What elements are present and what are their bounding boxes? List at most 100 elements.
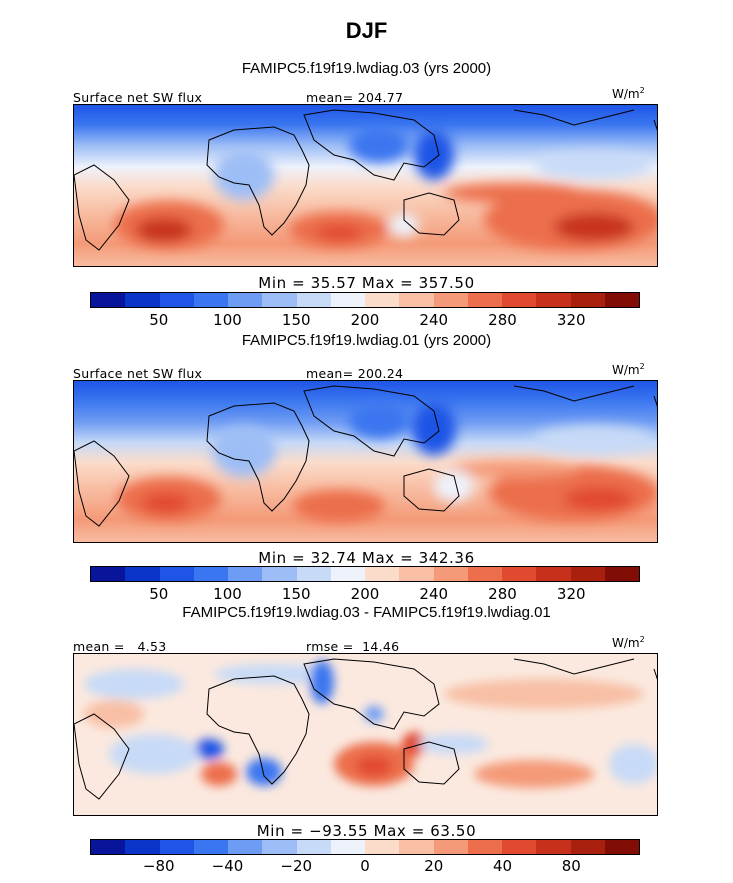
colorbar-segment (193, 293, 228, 307)
panel3-rmse-value: 14.46 (362, 639, 400, 654)
colorbar-segment (604, 840, 639, 854)
panel3-rmse-label: rmse = 14.46 (306, 639, 400, 654)
panel3-mean-value: 4.53 (137, 639, 167, 654)
panel1-map (73, 104, 658, 267)
panel3-mean-label: mean = 4.53 (73, 639, 167, 654)
colorbar-tick-label: 40 (492, 857, 513, 875)
colorbar-segment (604, 567, 639, 581)
colorbar-segment (399, 567, 434, 581)
panel3-units: W/m2 (612, 635, 645, 650)
colorbar-tick-label: 150 (281, 311, 311, 329)
panel1-mean-value: 204.77 (357, 90, 404, 105)
panel2-colorbar (90, 566, 640, 582)
colorbar-segment (536, 840, 571, 854)
colorbar-segment (91, 840, 126, 854)
colorbar-segment (467, 293, 502, 307)
panel3-minmax: Min = −93.55 Max = 63.50 (256, 822, 477, 840)
colorbar-segment (433, 293, 468, 307)
colorbar-segment (159, 293, 194, 307)
colorbar-segment (262, 840, 297, 854)
colorbar-segment (433, 567, 468, 581)
colorbar-tick-label: 20 (424, 857, 444, 875)
panel3-colorbar-ticks: −80 −40 −20 0 20 40 80 (90, 857, 640, 875)
colorbar-segment (467, 567, 502, 581)
colorbar-tick-label: 200 (350, 585, 380, 603)
colorbar-segment (193, 567, 228, 581)
colorbar-segment (91, 567, 126, 581)
panel2-variable-label: Surface net SW flux (73, 366, 203, 381)
colorbar-segment (330, 840, 365, 854)
panel1-units: W/m2 (612, 86, 645, 101)
panel1-colorbar (90, 292, 640, 308)
colorbar-tick-label: −40 (211, 857, 244, 875)
panel1-variable-label: Surface net SW flux (73, 90, 203, 105)
colorbar-tick-label: 320 (556, 311, 586, 329)
panel2-colorbar-ticks: 50 100 150 200 240 280 320 (90, 585, 640, 603)
colorbar-tick-label: 200 (350, 311, 380, 329)
colorbar-segment (296, 567, 331, 581)
colorbar-tick-label: −20 (280, 857, 313, 875)
colorbar-segment (330, 567, 365, 581)
colorbar-segment (159, 567, 194, 581)
colorbar-segment (125, 293, 160, 307)
colorbar-segment (365, 293, 400, 307)
colorbar-segment (296, 293, 331, 307)
panel3-colorbar (90, 839, 640, 855)
colorbar-segment (536, 567, 571, 581)
global-sw-flux-difference-map-icon (74, 654, 657, 815)
colorbar-segment (125, 840, 160, 854)
colorbar-tick-label: 240 (419, 585, 449, 603)
colorbar-segment (125, 567, 160, 581)
season-title: DJF (345, 18, 388, 43)
panel2-map (73, 380, 658, 543)
colorbar-segment (399, 840, 434, 854)
colorbar-segment (228, 840, 263, 854)
colorbar-tick-label: 50 (149, 585, 169, 603)
panel1-colorbar-ticks: 50 100 150 200 240 280 320 (90, 311, 640, 329)
panel2-mean-value: 200.24 (357, 366, 404, 381)
global-sw-flux-map-icon (74, 105, 657, 266)
panel2-run-title: FAMIPC5.f19f19.lwdiag.01 (yrs 2000) (241, 332, 492, 349)
colorbar-tick-label: 280 (488, 585, 517, 603)
colorbar-segment (570, 567, 605, 581)
colorbar-segment (502, 293, 537, 307)
colorbar-tick-label: 50 (149, 311, 169, 329)
colorbar-segment (467, 840, 502, 854)
colorbar-segment (536, 293, 571, 307)
colorbar-tick-label: 280 (488, 311, 517, 329)
colorbar-tick-label: 100 (213, 585, 242, 603)
colorbar-segment (91, 293, 126, 307)
colorbar-tick-label: 0 (360, 857, 370, 875)
colorbar-segment (365, 567, 400, 581)
colorbar-segment (159, 840, 194, 854)
colorbar-tick-label: 240 (419, 311, 449, 329)
panel3-run-title: FAMIPC5.f19f19.lwdiag.03 - FAMIPC5.f19f1… (182, 604, 551, 621)
global-sw-flux-map-icon (74, 381, 657, 542)
colorbar-segment (330, 293, 365, 307)
colorbar-segment (399, 293, 434, 307)
colorbar-segment (502, 840, 537, 854)
colorbar-segment (228, 567, 263, 581)
colorbar-segment (570, 840, 605, 854)
panel1-mean-label: mean= 204.77 (306, 90, 404, 105)
colorbar-segment (570, 293, 605, 307)
colorbar-tick-label: 320 (556, 585, 586, 603)
colorbar-tick-label: −80 (142, 857, 175, 875)
colorbar-segment (193, 840, 228, 854)
colorbar-tick-label: 150 (281, 585, 311, 603)
colorbar-segment (228, 293, 263, 307)
colorbar-tick-label: 100 (213, 311, 242, 329)
colorbar-tick-label: 80 (561, 857, 581, 875)
colorbar-segment (604, 293, 639, 307)
colorbar-segment (262, 567, 297, 581)
panel2-units: W/m2 (612, 362, 645, 377)
panel2-mean-label: mean= 200.24 (306, 366, 404, 381)
panel2-minmax: Min = 32.74 Max = 342.36 (258, 549, 475, 567)
panel1-run-title: FAMIPC5.f19f19.lwdiag.03 (yrs 2000) (241, 60, 492, 77)
colorbar-segment (433, 840, 468, 854)
panel1-minmax: Min = 35.57 Max = 357.50 (258, 274, 475, 292)
panel3-map (73, 653, 658, 816)
colorbar-segment (365, 840, 400, 854)
colorbar-segment (502, 567, 537, 581)
colorbar-segment (262, 293, 297, 307)
